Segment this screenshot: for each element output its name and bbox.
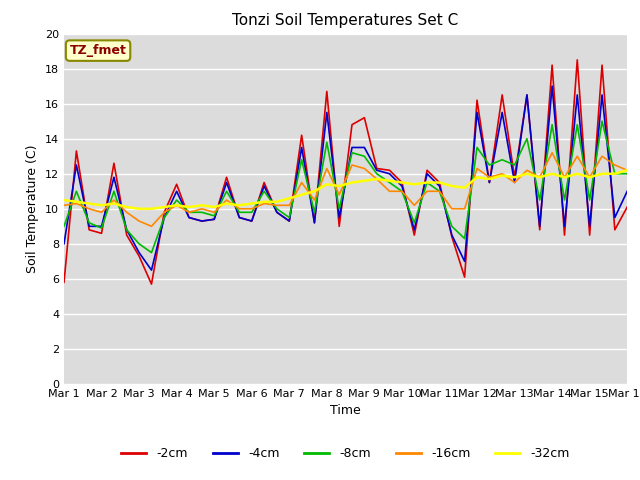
Text: TZ_fmet: TZ_fmet (70, 44, 127, 57)
Legend: -2cm, -4cm, -8cm, -16cm, -32cm: -2cm, -4cm, -8cm, -16cm, -32cm (116, 443, 575, 465)
Y-axis label: Soil Temperature (C): Soil Temperature (C) (26, 144, 40, 273)
X-axis label: Time: Time (330, 405, 361, 418)
Title: Tonzi Soil Temperatures Set C: Tonzi Soil Temperatures Set C (232, 13, 459, 28)
